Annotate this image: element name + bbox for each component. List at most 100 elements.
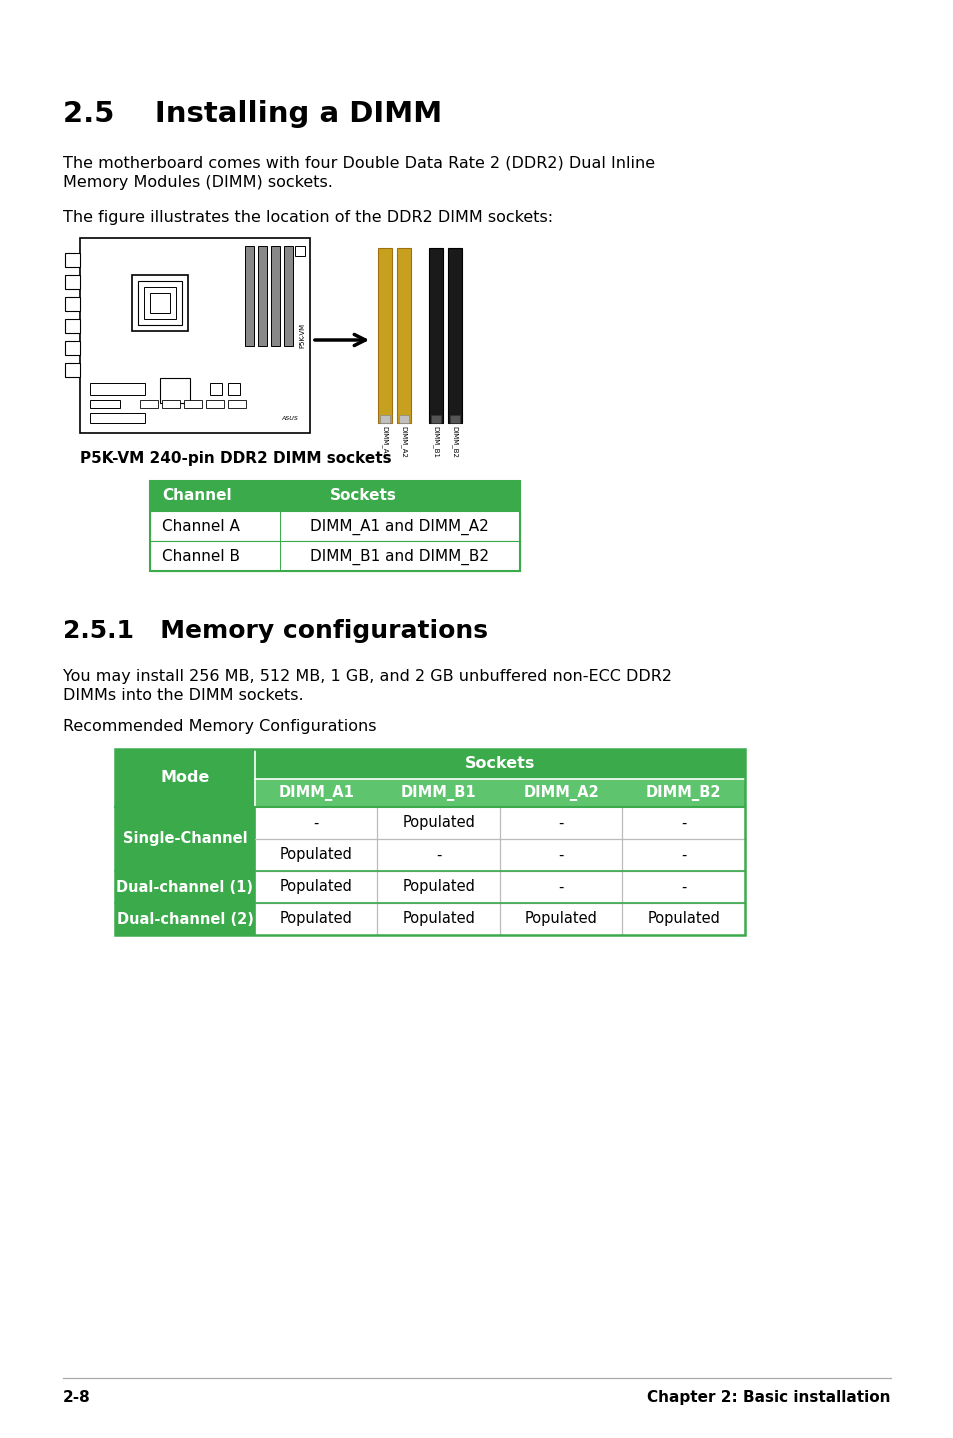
Circle shape — [138, 358, 148, 368]
Bar — [140, 400, 158, 408]
Bar — [450, 416, 459, 423]
Text: Memory Modules (DIMM) sockets.: Memory Modules (DIMM) sockets. — [63, 175, 333, 190]
Text: 2.5    Installing a DIMM: 2.5 Installing a DIMM — [63, 101, 442, 128]
Bar — [431, 416, 440, 423]
Bar — [115, 749, 744, 807]
Text: -: - — [680, 847, 686, 863]
Text: Populated: Populated — [402, 815, 475, 831]
Bar — [65, 298, 80, 311]
Bar — [65, 341, 80, 355]
Text: ASUS: ASUS — [281, 416, 298, 420]
Text: Recommended Memory Configurations: Recommended Memory Configurations — [63, 719, 376, 733]
Text: Mode: Mode — [160, 771, 210, 785]
Text: DIMM_B1 and DIMM_B2: DIMM_B1 and DIMM_B2 — [310, 549, 489, 565]
Text: DIMM_A2: DIMM_A2 — [400, 426, 407, 457]
Text: DIMM_A1 and DIMM_A2: DIMM_A1 and DIMM_A2 — [310, 519, 488, 535]
Text: -: - — [680, 815, 686, 831]
Text: Populated: Populated — [279, 912, 353, 926]
Text: Sockets: Sockets — [330, 487, 396, 503]
Bar — [65, 362, 80, 377]
Bar — [160, 378, 190, 403]
Text: The figure illustrates the location of the DDR2 DIMM sockets:: The figure illustrates the location of t… — [63, 210, 553, 224]
Text: Populated: Populated — [647, 912, 720, 926]
Bar — [65, 253, 80, 267]
Bar — [138, 280, 182, 325]
Text: -: - — [436, 847, 441, 863]
Bar — [245, 246, 253, 347]
Bar — [115, 903, 254, 935]
Circle shape — [156, 358, 166, 368]
Text: DIMM_B1: DIMM_B1 — [400, 785, 476, 801]
Bar — [115, 871, 254, 903]
Bar — [115, 807, 744, 838]
Bar — [150, 480, 519, 571]
Text: DIMM_B2: DIMM_B2 — [645, 785, 720, 801]
Text: You may install 256 MB, 512 MB, 1 GB, and 2 GB unbuffered non-ECC DDR2: You may install 256 MB, 512 MB, 1 GB, an… — [63, 669, 671, 684]
Text: DIMM_B2: DIMM_B2 — [451, 426, 457, 457]
Text: DIMM_A2: DIMM_A2 — [523, 785, 598, 801]
Text: Populated: Populated — [279, 847, 353, 863]
Bar — [280, 510, 281, 541]
Bar — [115, 903, 744, 935]
Text: 2.5.1   Memory configurations: 2.5.1 Memory configurations — [63, 618, 488, 643]
Text: Channel: Channel — [162, 487, 232, 503]
Bar — [284, 246, 293, 347]
Bar — [294, 246, 305, 256]
Bar — [228, 383, 240, 395]
Text: Dual-channel (1): Dual-channel (1) — [116, 880, 253, 894]
Text: Populated: Populated — [402, 880, 475, 894]
Text: Populated: Populated — [524, 912, 598, 926]
Text: P5K-VM: P5K-VM — [298, 322, 305, 348]
Bar — [115, 749, 744, 935]
Bar — [132, 275, 188, 331]
Bar — [115, 838, 744, 871]
Text: 2-8: 2-8 — [63, 1391, 91, 1405]
Text: Populated: Populated — [402, 912, 475, 926]
Text: Populated: Populated — [279, 880, 353, 894]
Text: -: - — [558, 815, 563, 831]
Bar — [150, 541, 519, 571]
Bar — [150, 480, 519, 510]
Bar — [396, 247, 411, 423]
Text: Channel A: Channel A — [162, 519, 239, 533]
Text: -: - — [558, 880, 563, 894]
Text: DIMM_A1: DIMM_A1 — [381, 426, 388, 457]
Bar — [162, 400, 180, 408]
Bar — [377, 247, 392, 423]
Bar — [429, 247, 442, 423]
Bar — [271, 246, 280, 347]
Text: DIMM_B1: DIMM_B1 — [432, 426, 439, 457]
Bar — [398, 416, 409, 423]
Bar — [228, 400, 246, 408]
Text: -: - — [680, 880, 686, 894]
Bar — [379, 416, 390, 423]
Bar — [90, 413, 145, 423]
Bar — [65, 319, 80, 334]
Text: Sockets: Sockets — [464, 756, 535, 772]
Bar — [184, 400, 202, 408]
Bar — [115, 871, 744, 903]
Bar — [448, 247, 461, 423]
Bar — [254, 779, 744, 807]
Bar — [257, 246, 267, 347]
Text: Chapter 2: Basic installation: Chapter 2: Basic installation — [647, 1391, 890, 1405]
Bar — [90, 400, 120, 408]
Text: DIMM_A1: DIMM_A1 — [278, 785, 354, 801]
Bar — [80, 239, 310, 433]
Circle shape — [120, 358, 130, 368]
Text: The motherboard comes with four Double Data Rate 2 (DDR2) Dual Inline: The motherboard comes with four Double D… — [63, 155, 655, 170]
Text: -: - — [558, 847, 563, 863]
Bar — [144, 288, 175, 319]
Bar — [90, 383, 145, 395]
Bar — [65, 275, 80, 289]
Bar — [150, 510, 519, 541]
Bar — [280, 541, 281, 571]
Text: DIMMs into the DIMM sockets.: DIMMs into the DIMM sockets. — [63, 687, 303, 703]
Text: P5K-VM 240-pin DDR2 DIMM sockets: P5K-VM 240-pin DDR2 DIMM sockets — [80, 452, 392, 466]
Text: Single-Channel: Single-Channel — [123, 831, 247, 847]
Bar — [210, 383, 222, 395]
Text: Channel B: Channel B — [162, 549, 240, 564]
Bar — [206, 400, 224, 408]
Text: Dual-channel (2): Dual-channel (2) — [116, 912, 253, 926]
Bar — [150, 293, 170, 313]
